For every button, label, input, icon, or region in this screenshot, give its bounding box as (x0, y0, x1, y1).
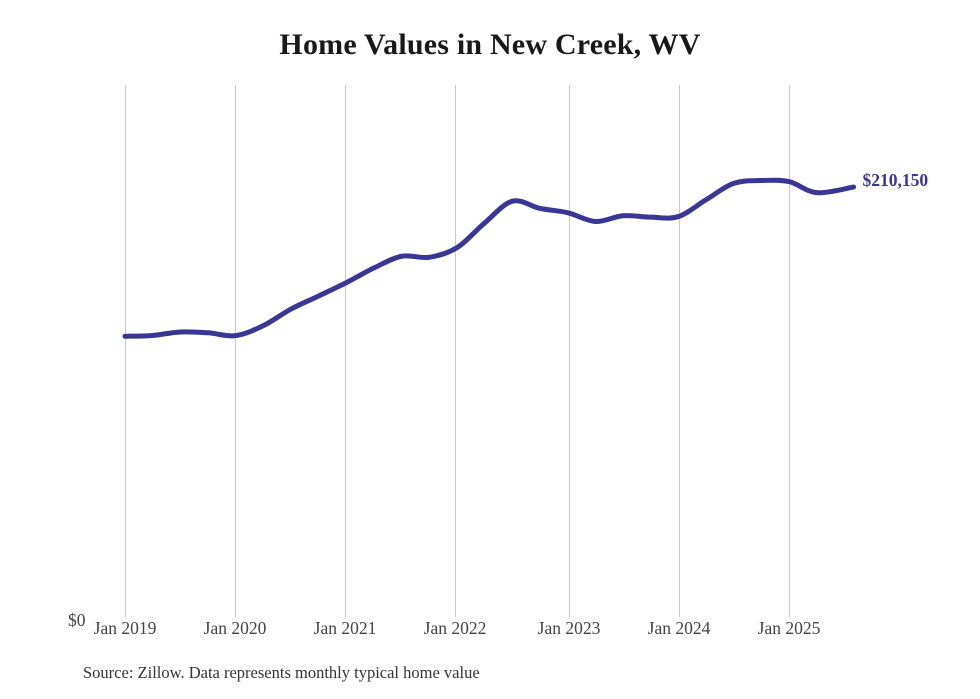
gridline-jan-2020 (235, 85, 236, 617)
gridline-jan-2024 (679, 85, 680, 617)
gridline-jan-2023 (569, 85, 570, 617)
gridline-jan-2019 (125, 85, 126, 617)
gridline-jan-2021 (345, 85, 346, 617)
series-line-typical-home-value (122, 177, 857, 339)
gridline-jan-2025 (789, 85, 790, 617)
x-tick-jan-2024: Jan 2024 (647, 618, 711, 638)
chart-title: Home Values in New Creek, WV (279, 28, 701, 61)
x-tick-jan-2025: Jan 2025 (757, 618, 821, 638)
x-tick-jan-2023: Jan 2023 (537, 618, 601, 638)
x-tick-jan-2020: Jan 2020 (203, 618, 267, 638)
x-tick-jan-2022: Jan 2022 (423, 618, 487, 638)
x-tick-jan-2021: Jan 2021 (313, 618, 377, 638)
x-tick-jan-2019: Jan 2019 (93, 618, 157, 638)
end-value-annotation: $210,150 (862, 170, 929, 190)
y-axis-zero-label: $0 (68, 610, 86, 630)
source-note: Source: Zillow. Data represents monthly … (83, 663, 480, 682)
gridline-jan-2022 (455, 85, 456, 617)
